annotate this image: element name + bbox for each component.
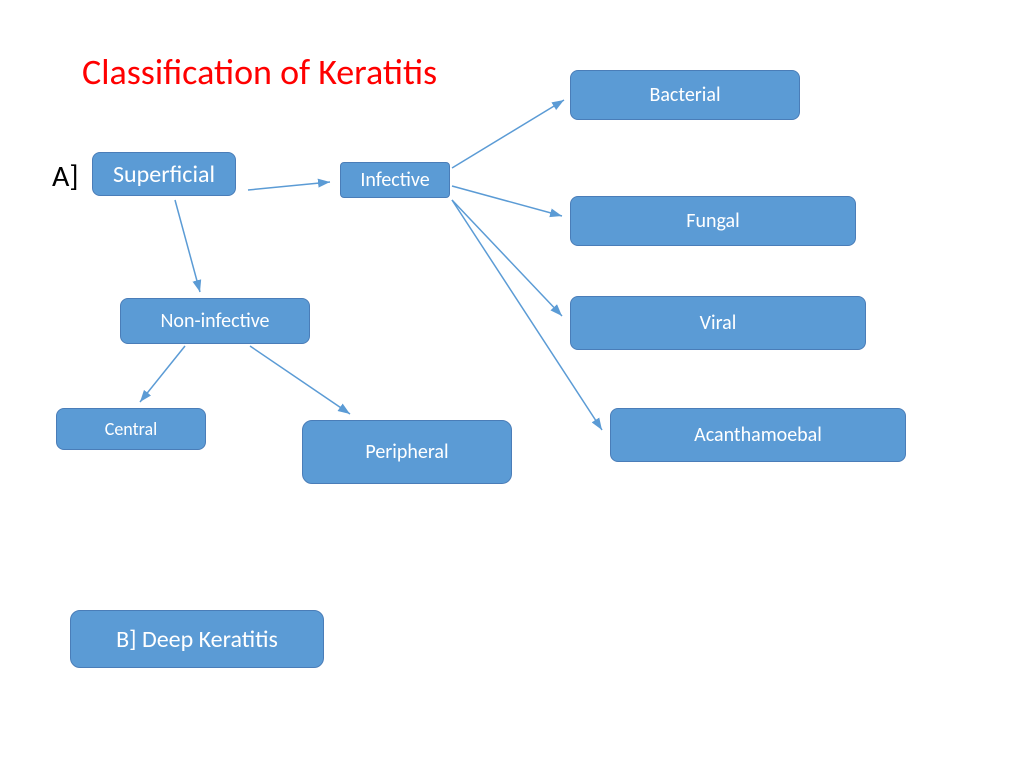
edge-superficial-to-infective (248, 182, 330, 190)
node-bacterial: Bacterial (570, 70, 800, 120)
edge-noninfective-to-peripheral (250, 346, 350, 414)
edge-superficial-to-noninfective (175, 200, 200, 292)
edge-infective-to-viral (452, 200, 562, 316)
edge-group (140, 100, 602, 430)
node-central: Central (56, 408, 206, 450)
edge-infective-to-bacterial (452, 100, 564, 168)
node-deep: B] Deep Keratitis (70, 610, 324, 668)
node-fungal: Fungal (570, 196, 856, 246)
node-peripheral: Peripheral (302, 420, 512, 484)
edge-noninfective-to-central (140, 346, 185, 402)
edge-infective-to-fungal (452, 186, 562, 216)
node-infective: Infective (340, 162, 450, 198)
node-acanthamoebal: Acanthamoebal (610, 408, 906, 462)
node-noninfective: Non-infective (120, 298, 310, 344)
diagram-title: Classification of Keratitis (82, 50, 437, 94)
node-superficial: Superficial (92, 152, 236, 196)
section-a-label: A] (52, 158, 79, 195)
node-viral: Viral (570, 296, 866, 350)
